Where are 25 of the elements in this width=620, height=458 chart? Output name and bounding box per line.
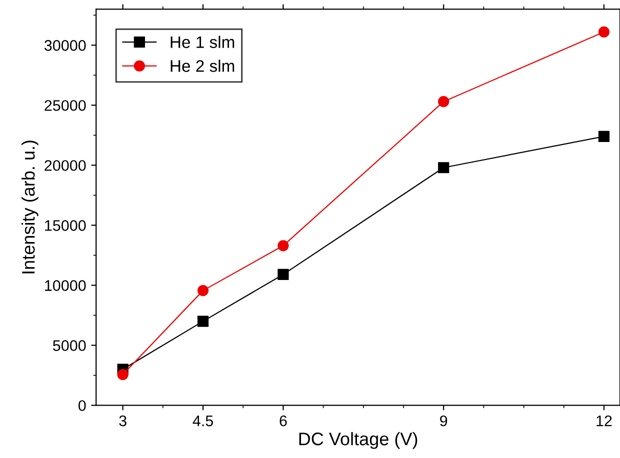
legend-label: He 2 slm	[170, 60, 234, 72]
y-tick-label: 30000	[44, 40, 86, 51]
legend-label: He 1 slm	[170, 36, 234, 48]
point	[438, 96, 450, 108]
point	[278, 268, 289, 280]
x-tick-label: 6	[280, 415, 287, 426]
point	[598, 130, 610, 142]
y-axis-title: Intensity (arb. u.)	[22, 140, 38, 274]
x-tick-label: 3	[119, 415, 126, 426]
y-tick-label: 15000	[45, 220, 86, 231]
x-tick-label: 9	[440, 415, 448, 426]
point	[278, 240, 289, 252]
point	[117, 369, 128, 380]
y-tick-label: 20000	[44, 160, 86, 171]
x-tick-label: 4.5	[192, 416, 213, 426]
y-tick-label: 5000	[53, 340, 86, 351]
y-tick-label: 25000	[44, 100, 86, 111]
x-tick-label: 12	[596, 415, 612, 426]
point	[197, 285, 209, 296]
point	[438, 162, 450, 174]
point	[598, 26, 610, 38]
point	[197, 316, 209, 327]
y-tick-label: 10000	[45, 280, 86, 291]
y-tick-label: 0	[78, 400, 86, 412]
x-axis-title: DC Voltage (V)	[299, 432, 418, 449]
